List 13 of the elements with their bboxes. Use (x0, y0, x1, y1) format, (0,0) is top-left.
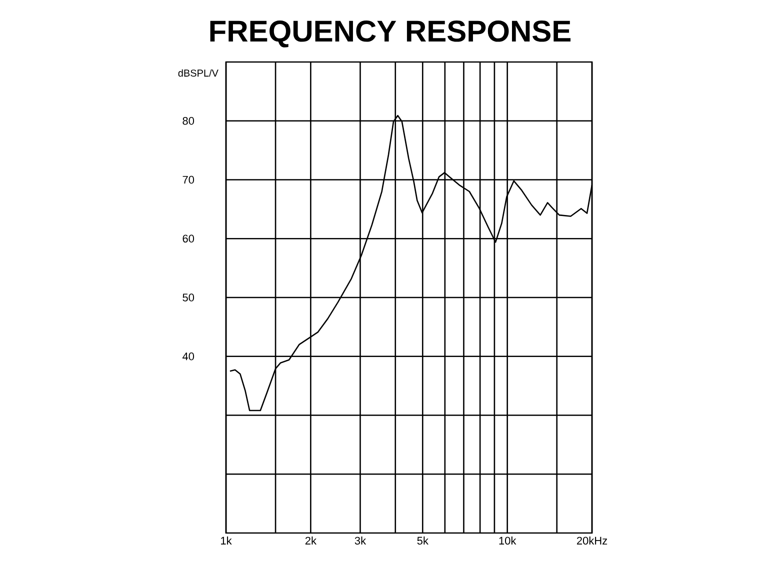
y-axis-title: dBSPL/V (178, 69, 218, 77)
x-tick-label: 3k (354, 536, 366, 545)
chart-title: FREQUENCY RESPONSE (210, 20, 570, 48)
y-tick-label: 60 (182, 234, 194, 243)
y-tick-label: 50 (182, 294, 194, 302)
x-tick-label: 5k (417, 536, 428, 545)
x-tick-label: 2k (305, 536, 317, 544)
y-tick-label: 80 (182, 116, 194, 125)
x-tick-label: 20kHz (576, 536, 608, 545)
y-tick-label: 40 (182, 352, 194, 360)
x-tick-label: 1k (221, 536, 232, 544)
y-tick-label: 70 (182, 176, 194, 184)
x-tick-label: 10k (499, 536, 516, 545)
